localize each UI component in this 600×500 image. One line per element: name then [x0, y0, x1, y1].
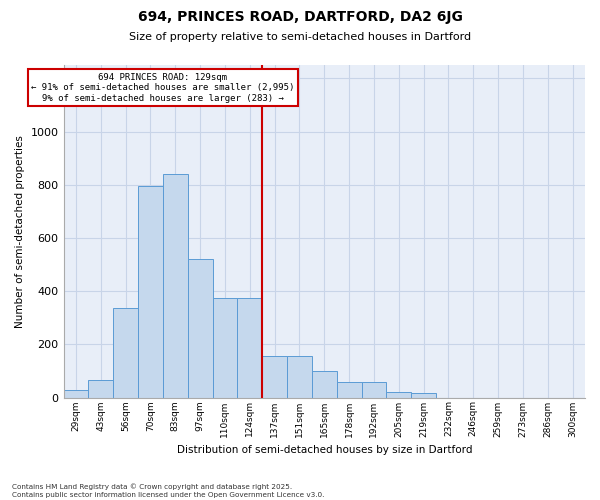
Bar [188, 259, 212, 398]
Bar [212, 298, 238, 398]
Bar [138, 186, 163, 398]
Bar [163, 174, 188, 398]
Bar [64, 390, 88, 398]
Bar [362, 382, 386, 398]
Text: Size of property relative to semi-detached houses in Dartford: Size of property relative to semi-detach… [129, 32, 471, 42]
Bar [113, 308, 138, 398]
Text: 694 PRINCES ROAD: 129sqm
← 91% of semi-detached houses are smaller (2,995)
9% of: 694 PRINCES ROAD: 129sqm ← 91% of semi-d… [31, 73, 295, 103]
Text: Contains HM Land Registry data © Crown copyright and database right 2025.
Contai: Contains HM Land Registry data © Crown c… [12, 484, 325, 498]
Bar [386, 392, 411, 398]
Bar [337, 382, 362, 398]
Y-axis label: Number of semi-detached properties: Number of semi-detached properties [15, 135, 25, 328]
Bar [287, 356, 312, 398]
Bar [411, 392, 436, 398]
Text: 694, PRINCES ROAD, DARTFORD, DA2 6JG: 694, PRINCES ROAD, DARTFORD, DA2 6JG [137, 10, 463, 24]
Bar [262, 356, 287, 398]
Bar [238, 298, 262, 398]
Bar [88, 380, 113, 398]
X-axis label: Distribution of semi-detached houses by size in Dartford: Distribution of semi-detached houses by … [176, 445, 472, 455]
Bar [312, 371, 337, 398]
